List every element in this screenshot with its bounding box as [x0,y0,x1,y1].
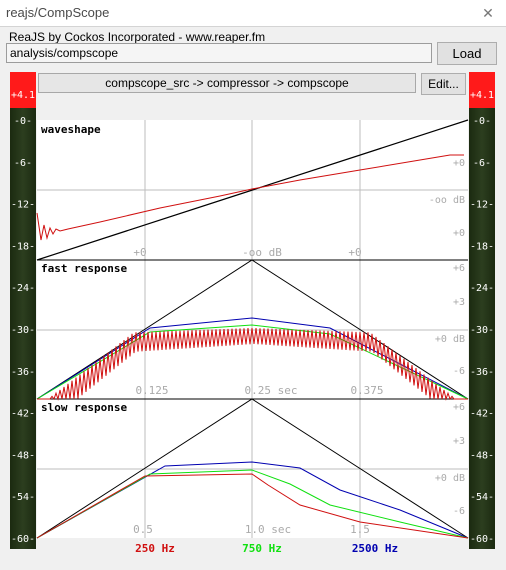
meter-scale-label: -18- [470,241,494,252]
svg-text:1.0 sec: 1.0 sec [245,523,291,536]
left-peak-readout: +4.1 [11,90,35,101]
svg-text:-oo dB: -oo dB [242,246,282,259]
meter-scale-label: -0- [14,116,32,127]
right-peak-readout: +4.1 [470,90,494,101]
right-level-meter: +4.1 -0--6--12--18--24--30--36--42--48--… [469,72,495,549]
meter-scale-label: -6- [473,158,491,169]
meter-scale-label: -12- [470,200,494,211]
svg-text:-6: -6 [453,366,465,377]
window-titlebar: reajs/CompScope ✕ [0,0,506,26]
meter-scale-label: -30- [470,325,494,336]
meter-scale-label: -36- [11,367,35,378]
fast-response-title: fast response [41,262,127,275]
edit-button[interactable]: Edit... [421,73,466,95]
meter-scale-label: -60- [11,534,35,545]
load-button[interactable]: Load [437,42,497,65]
meter-scale-label: -24- [11,283,35,294]
close-icon[interactable]: ✕ [482,5,494,21]
meter-scale-label: -48- [11,450,35,461]
svg-text:+6: +6 [453,263,465,274]
meter-scale-label: -30- [11,325,35,336]
svg-text:0.125: 0.125 [135,384,168,397]
meter-scale-label: -0- [473,116,491,127]
svg-text:+0: +0 [348,246,361,259]
plugin-title: ReaJS by Cockos Incorporated - www.reape… [9,30,266,44]
meter-scale-label: -18- [11,241,35,252]
left-meter-scale: -0- -6- -12- -18- -24- -30- -36- -42- -48- -54- -6… [11,116,35,545]
fast-response-panel: fast response +6 +3 +0 dB -6 0.125 0.25 … [36,259,469,401]
svg-text:0.25 sec: 0.25 sec [245,384,298,397]
svg-text:0.375: 0.375 [350,384,383,397]
curve-2500hz [36,461,469,539]
legend-2500hz: 2500 Hz [352,542,398,555]
meter-scale-label: -54- [11,492,35,503]
waveshape-title: waveshape [41,123,101,136]
meter-scale-label: -24- [470,283,494,294]
meter-scale-label: -48- [470,450,494,461]
unity-line [36,119,469,261]
svg-text:+3: +3 [453,297,465,308]
curve-250hz [37,327,468,401]
legend-250hz: 250 Hz [135,542,175,555]
meter-scale-label: -42- [470,409,494,420]
meter-scale-label: -36- [470,367,494,378]
svg-text:1.5: 1.5 [350,523,370,536]
svg-text:-oo dB: -oo dB [429,195,465,206]
meter-scale-label: -12- [11,200,35,211]
waveshape-curve [36,154,464,241]
right-meter-scale: -0- -6- -12- -18- -24- -30- -36- -42- -48- -54- -6… [470,116,494,545]
slow-response-title: slow response [41,401,127,414]
meter-scale-label: -54- [470,492,494,503]
envelope-triangle [36,398,469,539]
svg-text:+0 dB: +0 dB [435,334,465,345]
meter-scale-label: -6- [14,158,32,169]
window-title: reajs/CompScope [6,5,110,20]
svg-text:+3: +3 [453,436,465,447]
frequency-legend: 250 Hz 750 Hz 2500 Hz [135,542,398,555]
meter-scale-label: -42- [11,409,35,420]
curve-750hz [36,469,469,539]
slow-response-panel: slow response +6 +3 +0 dB -6 0.5 1.0 sec… [36,398,469,539]
signal-chain-label: compscope_src -> compressor -> compscope [38,73,416,93]
legend-750hz: 750 Hz [242,542,282,555]
left-level-meter: +4.1 -0--6--12--18--24--30--36--42--48--… [10,72,36,549]
script-path-field[interactable]: analysis/compscope [6,43,432,63]
svg-text:+0: +0 [453,228,465,239]
svg-text:+0 dB: +0 dB [435,473,465,484]
svg-text:+6: +6 [453,402,465,413]
svg-text:-6: -6 [453,506,465,517]
svg-text:+0: +0 [453,158,465,169]
meter-scale-label: -60- [470,534,494,545]
svg-text:+0: +0 [133,246,146,259]
waveshape-panel: waveshape +0 -oo dB +0 +0 -oo dB +0 [36,119,469,261]
svg-text:0.5: 0.5 [133,523,153,536]
curve-250hz [36,473,469,539]
